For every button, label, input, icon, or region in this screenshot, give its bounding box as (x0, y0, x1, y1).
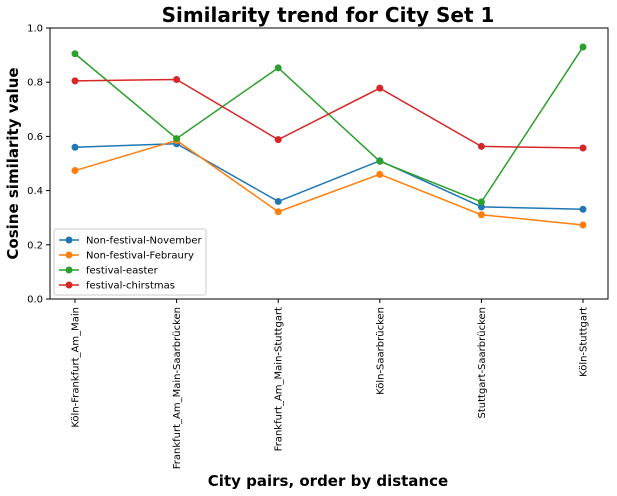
y-tick-label: 0.2 (27, 240, 43, 251)
x-tick-label: Frankfurt_Am_Main-Saarbrücken (172, 307, 183, 469)
y-tick-label: 0.0 (27, 295, 43, 306)
data-point (376, 84, 384, 92)
data-point (71, 77, 79, 85)
legend-marker (65, 236, 73, 244)
data-point (477, 211, 485, 219)
data-point (477, 203, 485, 211)
legend-marker (65, 251, 73, 259)
data-point (376, 170, 384, 178)
series-line (74, 46, 584, 203)
legend-label: Non-festival-Febraury (86, 251, 194, 262)
data-point (274, 136, 282, 144)
legend-box (53, 228, 207, 296)
y-axis-label: Cosine similarity value (4, 67, 22, 259)
x-tick-label: Köln-Stuttgart (579, 307, 590, 377)
y-tick-label: 1.0 (27, 24, 43, 35)
y-tick-label: 0.8 (27, 78, 43, 89)
x-tick-label: Stuttgart-Saarbrücken (477, 307, 488, 419)
data-point (579, 43, 587, 51)
data-point (579, 205, 587, 213)
x-axis-label: City pairs, order by distance (208, 472, 448, 490)
data-point (173, 135, 181, 143)
data-point (274, 208, 282, 216)
legend-label: festival-easter (86, 266, 159, 277)
legend-label: festival-chirstmas (86, 281, 175, 292)
data-point (71, 143, 79, 151)
x-tick-label: Köln-Saarbrücken (375, 307, 386, 395)
data-point (71, 50, 79, 58)
chart-title: Similarity trend for City Set 1 (162, 3, 495, 27)
legend-label: Non-festival-November (86, 236, 202, 247)
data-point (274, 197, 282, 205)
data-point (173, 75, 181, 83)
x-tick-label: Frankfurt_Am_Main-Stuttgart (274, 307, 285, 451)
data-point (274, 64, 282, 72)
plot-area: 0.0 0.2 0.4 0.6 0.8 1.0 Köln-Frankfurt_Am_Main… (27, 24, 609, 469)
legend-marker (65, 266, 73, 274)
series-line (74, 78, 584, 149)
legend: Non-festival-November Non-festival-Febrau… (53, 228, 207, 296)
data-point (71, 167, 79, 175)
data-point (477, 142, 485, 150)
data-point (579, 221, 587, 229)
series-line (74, 139, 584, 226)
plot-frame (49, 27, 609, 300)
series-line (74, 142, 584, 211)
legend-marker (65, 281, 73, 289)
x-tick-label: Köln-Frankfurt_Am_Main (71, 307, 82, 428)
y-tick-label: 0.6 (27, 132, 43, 143)
data-point (477, 198, 485, 206)
y-tick-label: 0.4 (27, 186, 43, 197)
data-point (376, 157, 384, 165)
data-point (579, 144, 587, 152)
